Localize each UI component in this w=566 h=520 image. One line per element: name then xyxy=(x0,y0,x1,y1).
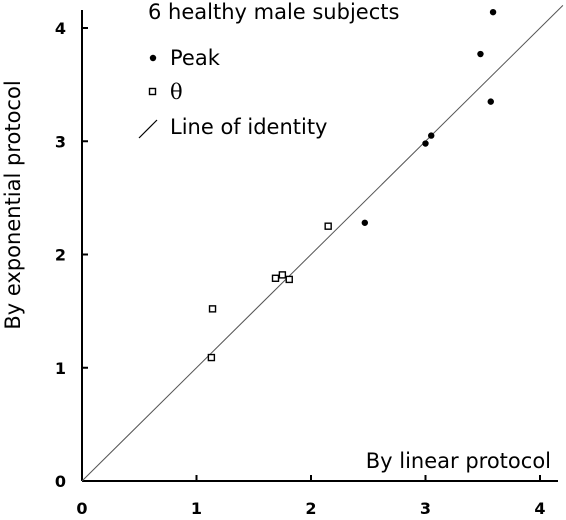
x-tick-label: 4 xyxy=(534,499,545,518)
legend-peak-marker xyxy=(149,54,157,62)
identity-line xyxy=(81,4,564,482)
y-tick-label: 4 xyxy=(55,19,66,38)
axes xyxy=(81,10,558,482)
legend-identity-marker xyxy=(138,119,158,139)
peak-point xyxy=(361,219,369,226)
y-tick-label: 0 xyxy=(55,472,66,491)
legend-identity-label: Line of identity xyxy=(170,115,327,139)
theta-point xyxy=(207,353,216,362)
legend: 6 healthy male subjects Peak θ Line of i… xyxy=(138,0,399,139)
peak-point xyxy=(422,140,429,147)
theta-point xyxy=(324,222,332,230)
theta-point xyxy=(271,274,280,282)
theta-point xyxy=(285,275,293,284)
legend-theta-marker xyxy=(148,87,157,96)
y-tick-label: 1 xyxy=(55,359,66,378)
x-tick-label: 2 xyxy=(305,499,316,518)
y-axis-label: By exponential protocol xyxy=(1,80,25,329)
data-points xyxy=(207,8,497,362)
x-tick-label: 3 xyxy=(420,499,431,518)
x-tick-label: 0 xyxy=(76,499,87,518)
x-axis-label: By linear protocol xyxy=(366,449,551,473)
axis-ticks: 0 1 2 3 4 0 1 2 3 4 xyxy=(55,19,546,518)
peak-point xyxy=(489,8,497,16)
peak-point xyxy=(477,50,484,58)
legend-peak-label: Peak xyxy=(170,46,221,70)
peak-point xyxy=(487,98,494,105)
chart-subtitle: 6 healthy male subjects xyxy=(148,0,399,24)
theta-point xyxy=(208,305,217,313)
y-tick-label: 2 xyxy=(55,246,66,265)
peak-point xyxy=(428,132,435,139)
theta-point xyxy=(278,271,287,279)
y-tick-label: 3 xyxy=(55,132,66,151)
legend-theta-label: θ xyxy=(170,80,183,104)
x-tick-label: 1 xyxy=(191,499,202,518)
